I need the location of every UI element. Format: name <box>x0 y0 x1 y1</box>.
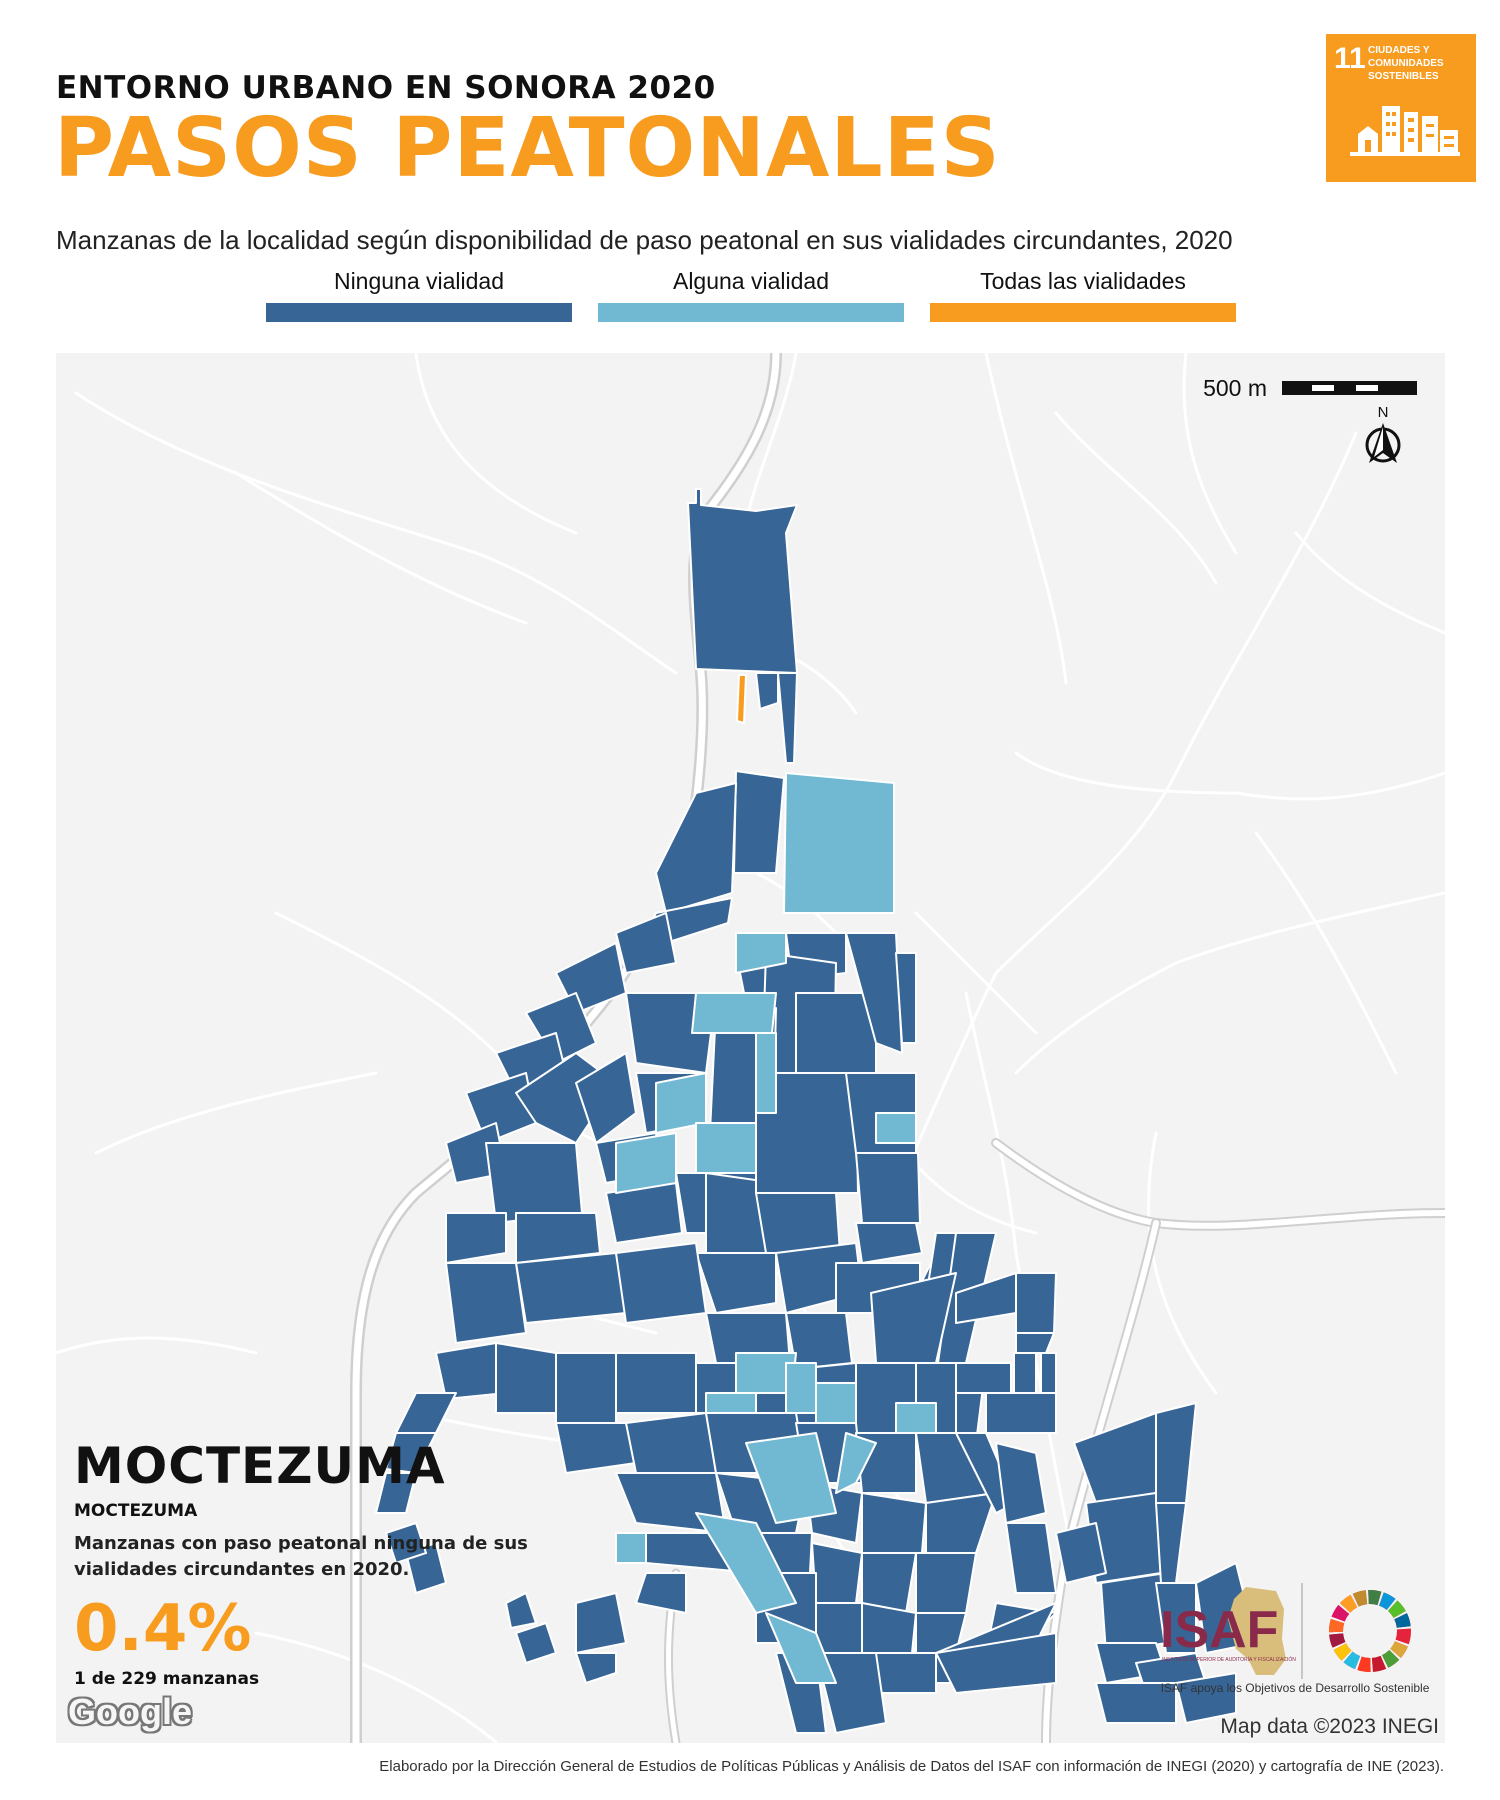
isaf-logo: ISAF INSTITUTO SUPERIOR DE AUDITORÍA Y F… <box>1160 1587 1296 1675</box>
isaf-wordmark: ISAF <box>1160 1601 1278 1659</box>
legend-label: Ninguna vialidad <box>333 268 505 294</box>
page-title: PASOS PEATONALES <box>54 101 1001 196</box>
locality-summary: MOCTEZUMA MOCTEZUMA Manzanas con paso pe… <box>74 1441 594 1689</box>
report-kicker: ENTORNO URBANO EN SONORA 2020 <box>56 70 716 106</box>
blocks-alguna-vialidad <box>615 772 937 1684</box>
blocks-todas-vialidades <box>736 674 747 724</box>
map-attribution[interactable]: Map data ©2023 INEGI <box>1220 1715 1439 1738</box>
legend-item-ninguna: Ninguna vialidad <box>266 268 572 322</box>
sdg-text-line: SOSTENIBLES <box>1368 71 1439 82</box>
locality-name: MOCTEZUMA <box>74 1437 446 1495</box>
sdg-wheel-icon <box>1329 1590 1411 1672</box>
city-buildings-icon <box>1350 106 1460 156</box>
sdg-text-line: CIUDADES Y <box>1368 45 1430 56</box>
legend-label: Todas las vialidades <box>980 268 1186 294</box>
map-subtitle: Manzanas de la localidad según disponibi… <box>56 225 1233 255</box>
municipality-name: MOCTEZUMA <box>74 1501 198 1521</box>
legend-swatch <box>266 303 572 322</box>
sdg-text-line: COMUNIDADES <box>1368 58 1444 69</box>
map-panel[interactable]: 500 m N MOCTEZUMA MOCTEZUMA Manzanas con… <box>56 353 1445 1743</box>
north-arrow-icon: N <box>1365 405 1401 463</box>
isaf-small-text: INSTITUTO SUPERIOR DE AUDITORÍA Y FISCAL… <box>1162 1656 1296 1663</box>
sdg-11-badge: 11 CIUDADES Y COMUNIDADES SOSTENIBLES <box>1326 34 1476 182</box>
isaf-caption: ISAF apoya los Objetivos de Desarrollo S… <box>1160 1681 1430 1695</box>
scale-bar <box>1282 381 1417 395</box>
legend-swatch <box>598 303 904 322</box>
scale-bar-label: 500 m <box>1203 375 1267 401</box>
footer-credit: Elaborado por la Dirección General de Es… <box>379 1758 1444 1775</box>
legend-item-todas: Todas las vialidades <box>930 268 1236 322</box>
map-canvas[interactable] <box>56 353 1445 1743</box>
indicator-count: 1 de 229 manzanas <box>74 1669 260 1690</box>
legend-swatch <box>930 303 1236 322</box>
sdg-number: 11 <box>1334 42 1366 75</box>
blocks-ninguna-vialidad-outlying <box>384 1521 687 1685</box>
legend-item-alguna: Alguna vialidad <box>598 268 904 322</box>
indicator-description: Manzanas con paso peatonal ninguna de su… <box>74 1533 528 1581</box>
north-label: N <box>1378 405 1389 421</box>
isaf-sdg-logos: ISAF INSTITUTO SUPERIOR DE AUDITORÍA Y F… <box>1160 1583 1411 1679</box>
legend-label: Alguna vialidad <box>672 268 829 294</box>
indicator-percentage: 0.4% <box>74 1592 252 1667</box>
google-logo: Google <box>68 1691 192 1732</box>
